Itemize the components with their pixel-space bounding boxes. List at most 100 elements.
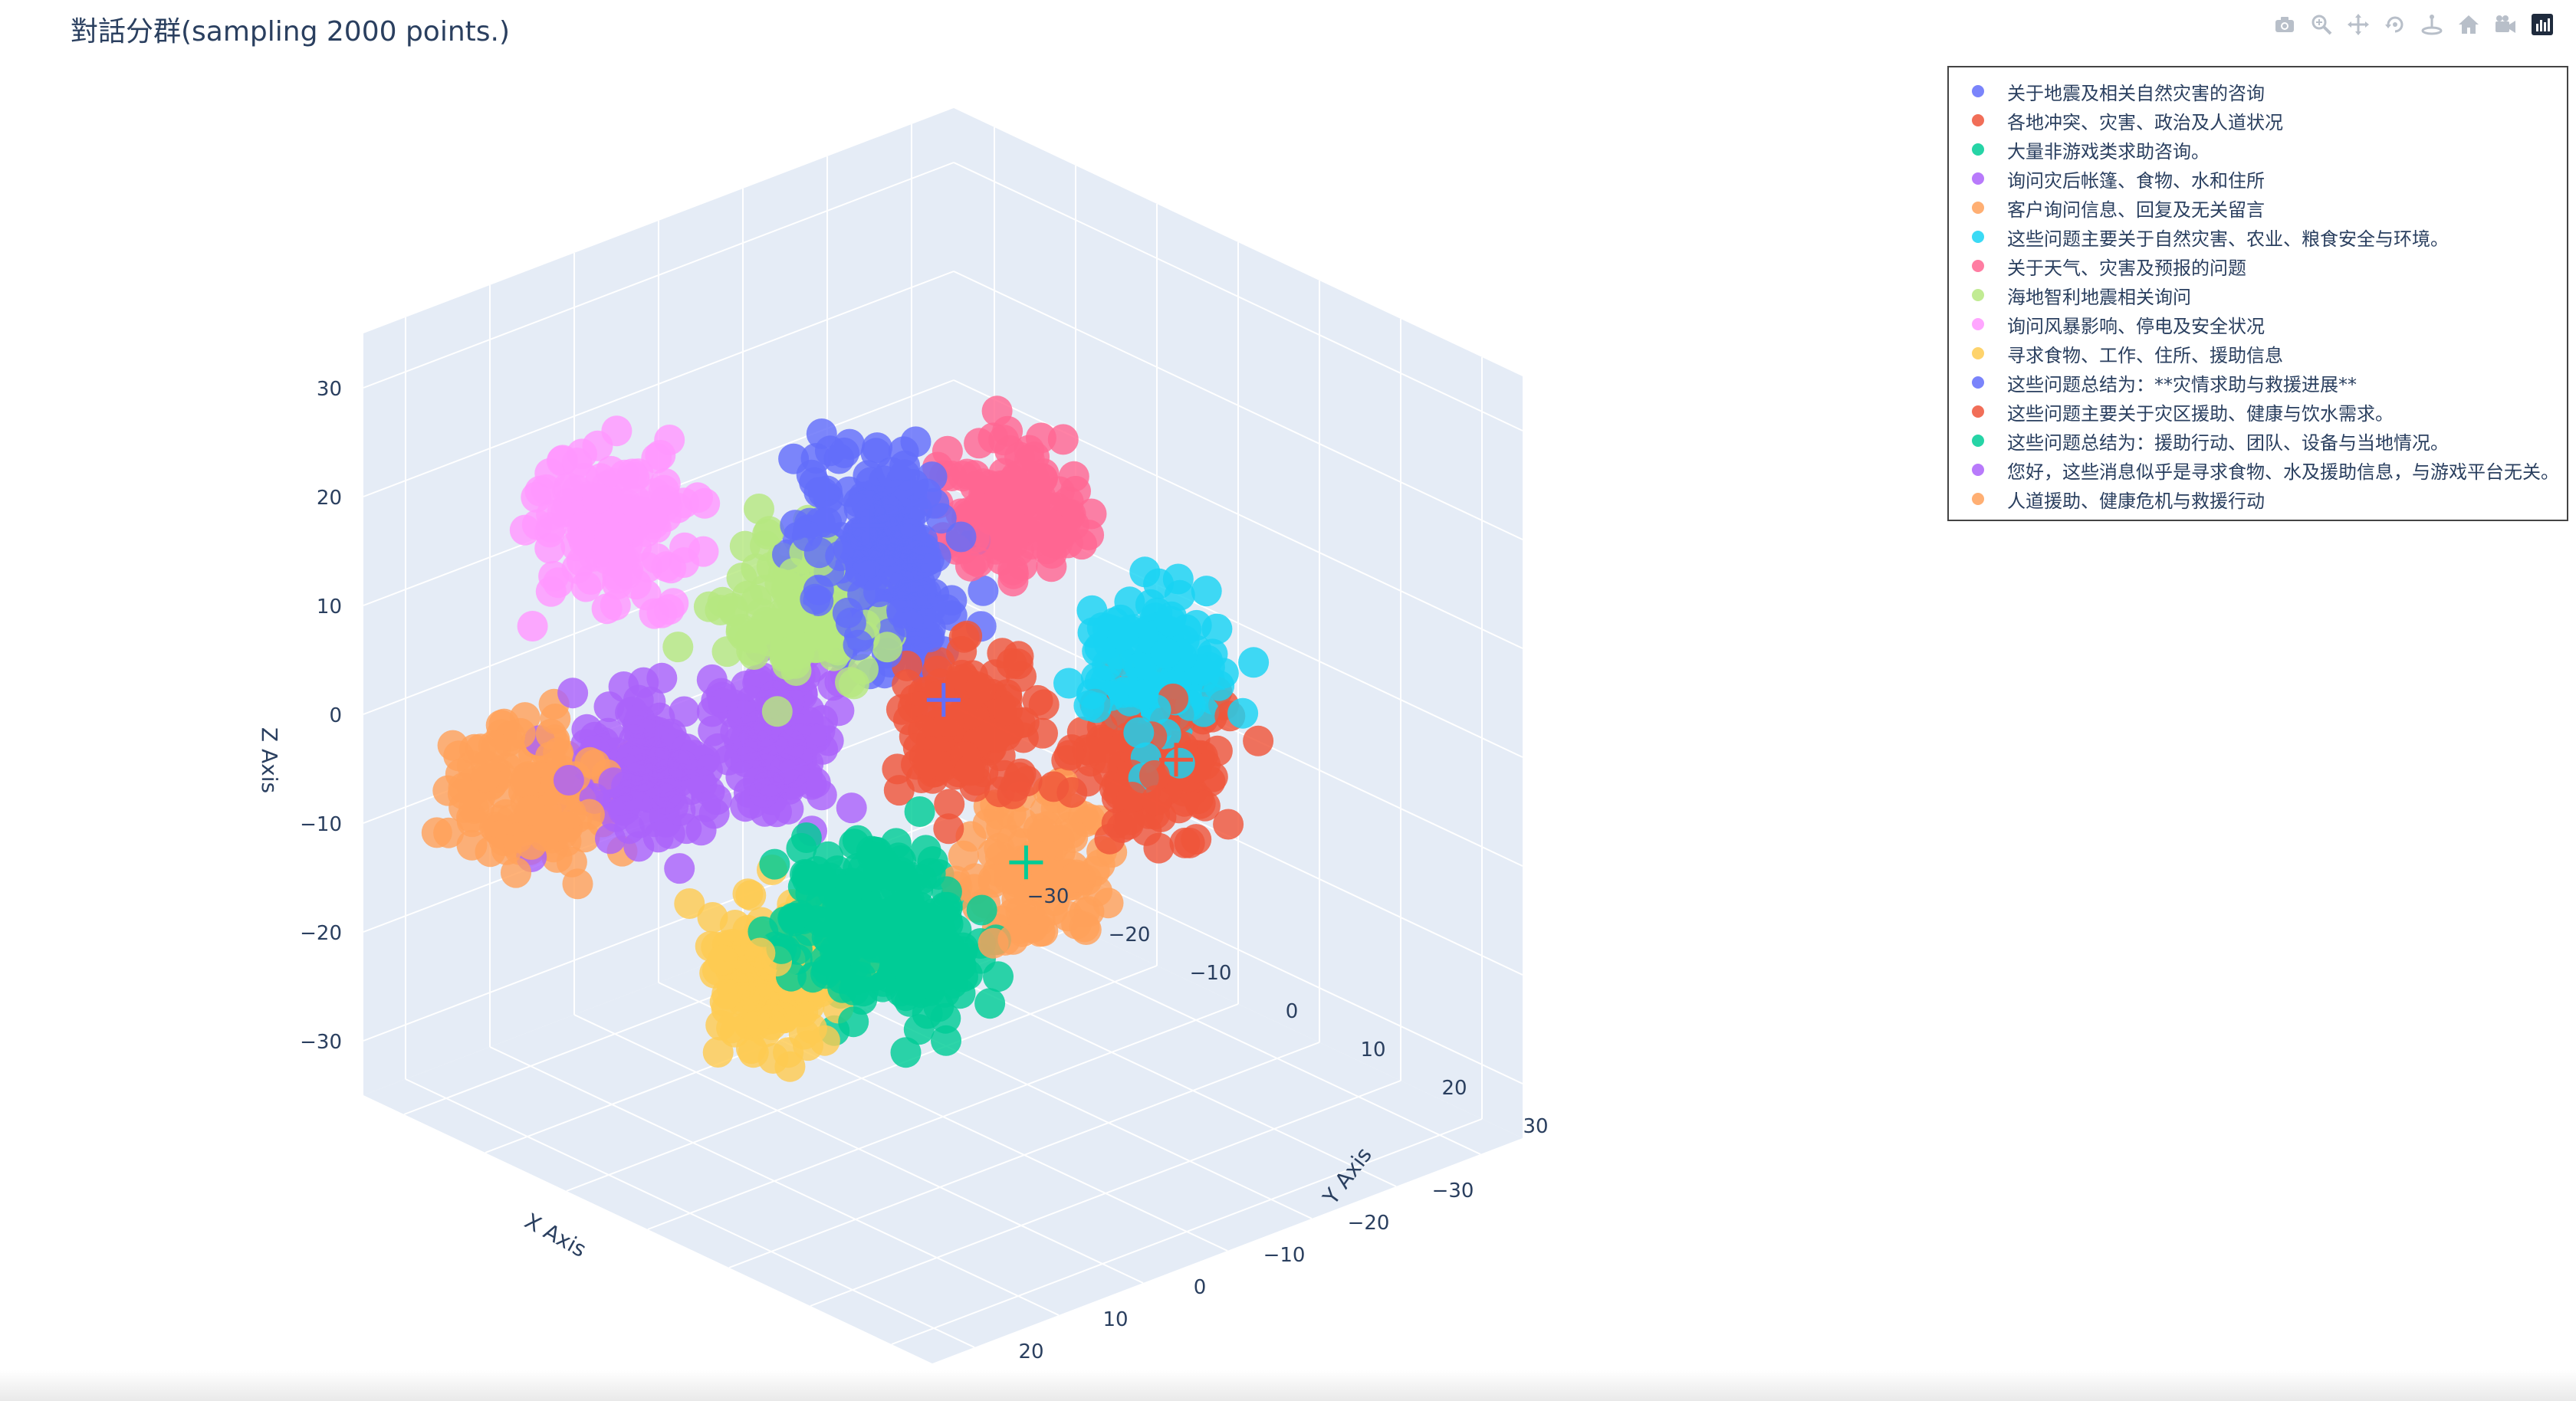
gridline xyxy=(647,1003,1239,1230)
data-point-2 xyxy=(868,899,899,930)
legend-item[interactable]: 客户询问信息、回复及无关留言 xyxy=(1949,193,2567,222)
data-point-12 xyxy=(903,1014,935,1045)
legend-marker xyxy=(1972,376,1984,389)
bottom-shadow xyxy=(0,1370,2576,1401)
data-point-10 xyxy=(968,575,999,606)
plotly-logo-button[interactable] xyxy=(2528,11,2556,38)
legend-item[interactable]: 这些问题主要关于灾区援助、健康与饮水需求。 xyxy=(1949,397,2567,426)
data-point-6 xyxy=(951,458,983,490)
data-point-1 xyxy=(933,707,964,737)
legend-item[interactable]: 海地智利地震相关询问 xyxy=(1949,281,2567,310)
orbit-rotation-button[interactable] xyxy=(2381,11,2409,38)
legend-item[interactable]: 关于地震及相关自然灾害的咨询 xyxy=(1949,77,2567,106)
gridline xyxy=(953,271,1523,540)
data-point-2 xyxy=(904,796,935,827)
camera-last-save-button[interactable] xyxy=(2492,11,2519,38)
data-point-9 xyxy=(702,1037,734,1068)
legend-label: 人道援助、健康危机与救援行动 xyxy=(2007,490,2265,512)
data-point-5 xyxy=(1155,605,1186,637)
legend-item[interactable]: 寻求食物、工作、住所、援助信息 xyxy=(1949,339,2567,368)
data-point-0 xyxy=(803,537,835,569)
z-axis-label: Z Axis xyxy=(257,727,282,793)
data-point-8 xyxy=(534,533,566,564)
data-point-7 xyxy=(818,640,849,671)
zoom-button[interactable] xyxy=(2308,11,2335,38)
legend-item[interactable]: 您好，这些消息似乎是寻求食物、水及援助信息，与游戏平台无关。 xyxy=(1949,455,2567,484)
x-tick-label: −10 xyxy=(1263,1244,1306,1267)
data-point-5 xyxy=(1164,747,1195,779)
data-point-9 xyxy=(735,880,767,911)
data-point-3 xyxy=(626,746,657,777)
pan-icon xyxy=(2348,14,2369,35)
gridline xyxy=(573,1014,1144,1284)
data-point-7 xyxy=(835,667,866,698)
data-point-8 xyxy=(570,571,602,602)
data-point-0 xyxy=(834,428,866,460)
tick-labels: 3020100−10−20−30−30−20−1001020303020100−… xyxy=(300,378,1548,1363)
gridline xyxy=(405,1078,975,1348)
data-point-12 xyxy=(974,988,1006,1019)
y-tick-label: 10 xyxy=(1360,1038,1385,1061)
data-point-7 xyxy=(872,632,903,663)
data-point-6 xyxy=(1073,520,1105,550)
data-point-5 xyxy=(1107,619,1138,651)
data-point-5 xyxy=(1181,609,1212,641)
data-point-2 xyxy=(797,962,829,993)
data-point-14 xyxy=(997,924,1029,955)
data-point-0 xyxy=(863,576,894,608)
data-point-13 xyxy=(823,695,855,727)
turntable-rotation-button[interactable] xyxy=(2418,11,2446,38)
centroid-marker-3 xyxy=(841,917,876,952)
legend-item[interactable]: 各地冲突、灾害、政治及人道状况 xyxy=(1949,106,2567,135)
data-point-9 xyxy=(707,944,738,976)
data-point-2 xyxy=(863,858,895,890)
data-point-6 xyxy=(1047,424,1079,455)
scatter3d-plot[interactable]: 3020100−10−20−30−30−20−1001020303020100−… xyxy=(0,0,1932,1372)
legend-item[interactable]: 人道援助、健康危机与救援行动 xyxy=(1949,484,2567,513)
data-point-8 xyxy=(517,611,548,641)
data-point-4 xyxy=(421,817,452,848)
data-point-5 xyxy=(1077,617,1109,648)
data-point-14 xyxy=(1027,915,1059,947)
reset-camera-button[interactable] xyxy=(2455,11,2482,38)
legend-item[interactable]: 询问风暴影响、停电及安全状况 xyxy=(1949,310,2567,339)
data-point-14 xyxy=(1001,884,1033,915)
data-point-0 xyxy=(898,469,929,500)
legend-marker xyxy=(1972,464,1984,476)
data-point-7 xyxy=(662,632,694,663)
data-point-5 xyxy=(1123,717,1155,748)
legend-item[interactable]: 关于天气、灾害及预报的问题 xyxy=(1949,251,2567,281)
legend-marker xyxy=(1972,202,1984,214)
legend-item[interactable]: 这些问题主要关于自然灾害、农业、粮食安全与环境。 xyxy=(1949,222,2567,251)
data-point-11 xyxy=(1053,740,1085,771)
legend-item[interactable]: 这些问题总结为：援助行动、团队、设备与当地情况。 xyxy=(1949,426,2567,455)
data-point-0 xyxy=(803,574,834,605)
data-point-9 xyxy=(757,1043,789,1074)
legend-item[interactable]: 大量非游戏类求助咨询。 xyxy=(1949,135,2567,164)
data-point-4 xyxy=(562,868,593,900)
data-point-5 xyxy=(1238,647,1270,678)
data-point-1 xyxy=(883,775,915,806)
x-tick-label: −20 xyxy=(1348,1212,1390,1235)
data-point-6 xyxy=(1015,478,1046,510)
data-point-13 xyxy=(836,792,867,824)
data-point-13 xyxy=(754,766,785,797)
data-point-5 xyxy=(1150,638,1181,669)
data-point-7 xyxy=(804,617,836,648)
camera-button[interactable] xyxy=(2271,11,2298,38)
data-point-5 xyxy=(1076,678,1107,710)
data-point-1 xyxy=(892,669,923,700)
data-point-5 xyxy=(1208,658,1239,689)
legend-marker xyxy=(1972,318,1984,330)
data-point-6 xyxy=(1036,551,1067,582)
legend-item[interactable]: 询问灾后帐篷、食物、水和住所 xyxy=(1949,164,2567,193)
legend-label: 询问灾后帐篷、食物、水和住所 xyxy=(2007,169,2265,192)
centroid-marker-2 xyxy=(1159,743,1193,777)
legend-label: 海地智利地震相关询问 xyxy=(2007,286,2191,308)
gridline xyxy=(363,271,955,497)
legend-marker xyxy=(1972,347,1984,359)
data-point-8 xyxy=(649,468,681,499)
pan-button[interactable] xyxy=(2344,11,2372,38)
data-point-11 xyxy=(1213,809,1244,840)
legend-item[interactable]: 这些问题总结为：**灾情求助与救援进展** xyxy=(1949,368,2567,397)
